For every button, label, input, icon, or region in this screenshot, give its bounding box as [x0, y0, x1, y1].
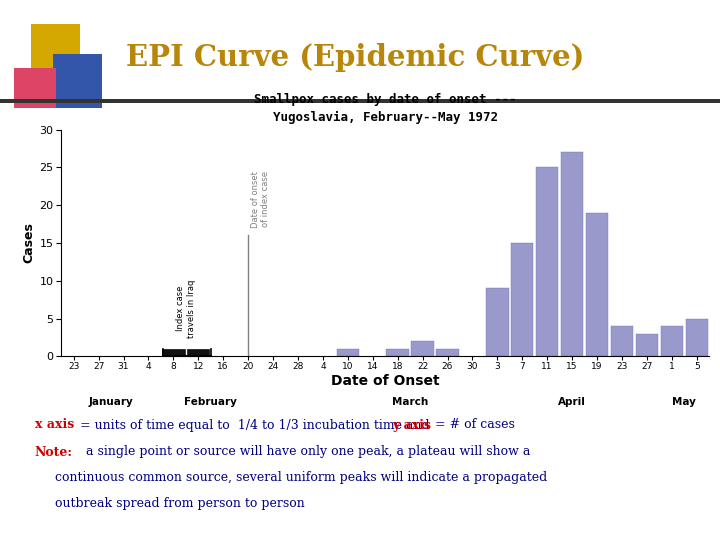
Text: = # of cases: = # of cases — [431, 418, 515, 431]
Bar — [387, 349, 409, 356]
Text: outbreak spread from person to person: outbreak spread from person to person — [35, 497, 305, 510]
Text: x axis: x axis — [35, 418, 74, 431]
Text: continuous common source, several uniform peaks will indicate a propagated: continuous common source, several unifor… — [35, 471, 546, 484]
Bar — [636, 334, 658, 356]
Bar — [187, 349, 210, 356]
Text: a single point or source will have only one peak, a plateau will show a: a single point or source will have only … — [78, 446, 530, 458]
Bar — [661, 326, 683, 356]
Bar — [436, 349, 459, 356]
Bar — [162, 349, 184, 356]
Bar — [536, 167, 559, 356]
Bar — [411, 341, 434, 356]
Text: February: February — [184, 397, 237, 407]
Text: EPI Curve (Epidemic Curve): EPI Curve (Epidemic Curve) — [126, 43, 585, 72]
Bar — [561, 152, 583, 356]
Bar — [711, 349, 720, 356]
Y-axis label: Cases: Cases — [22, 222, 35, 264]
Text: y axis: y axis — [392, 418, 431, 431]
Text: January: January — [89, 397, 133, 407]
Bar — [586, 213, 608, 356]
Text: Index case
travels in Iraq: Index case travels in Iraq — [176, 279, 196, 338]
Text: April: April — [558, 397, 586, 407]
Bar — [337, 349, 359, 356]
Bar — [511, 243, 534, 356]
Title: Smallpox cases by date of onset ---
Yugoslavia, February--May 1972: Smallpox cases by date of onset --- Yugo… — [254, 93, 516, 124]
Bar — [685, 319, 708, 356]
Text: Date of onset
of index case: Date of onset of index case — [251, 171, 270, 228]
Bar — [486, 288, 508, 356]
Text: Note:: Note: — [35, 446, 73, 458]
Text: March: March — [392, 397, 428, 407]
Text: May: May — [672, 397, 696, 407]
Bar — [611, 326, 633, 356]
Text: Date of Onset: Date of Onset — [331, 374, 439, 388]
Text: = units of time equal to  1/4 to 1/3 incubation time and: = units of time equal to 1/4 to 1/3 incu… — [80, 418, 433, 431]
